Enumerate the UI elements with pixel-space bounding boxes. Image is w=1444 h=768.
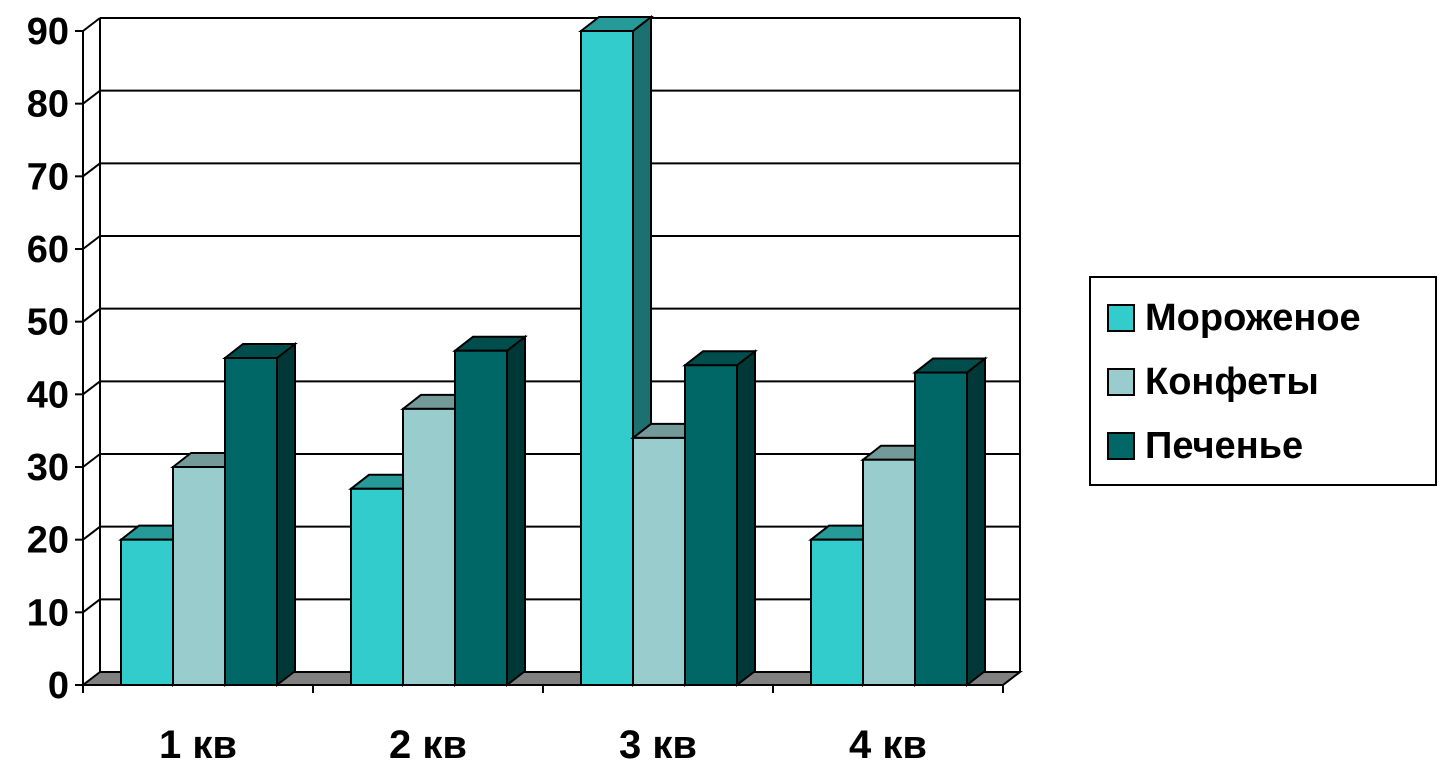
bar-front bbox=[862, 458, 916, 686]
gridline-side bbox=[82, 380, 101, 396]
gridline-side bbox=[82, 598, 101, 614]
bar bbox=[912, 356, 988, 688]
y-tick-label: 60 bbox=[27, 229, 69, 271]
legend-item-icecream: Мороженое bbox=[1107, 296, 1361, 339]
bar-front bbox=[580, 30, 634, 686]
legend-swatch-candy bbox=[1107, 368, 1135, 396]
legend-label-icecream: Мороженое bbox=[1145, 296, 1361, 339]
x-tick-label: 1 кв bbox=[159, 723, 237, 763]
legend-swatch-icecream bbox=[1107, 304, 1135, 332]
gridline-side bbox=[82, 525, 101, 541]
bars bbox=[118, 14, 988, 688]
y-tick-labels: 0 10 20 30 40 50 60 70 80 90 bbox=[27, 11, 69, 707]
gridline-side bbox=[82, 235, 101, 250]
y-tick-label: 50 bbox=[27, 302, 69, 344]
bar-front bbox=[172, 466, 226, 686]
gridline-side bbox=[82, 17, 101, 32]
legend-item-cookies: Печенье bbox=[1107, 424, 1304, 467]
bar-front bbox=[454, 349, 508, 686]
legend-label-cookies: Печенье bbox=[1145, 424, 1304, 467]
x-tick-label: 2 кв bbox=[389, 723, 467, 763]
y-tick-label: 40 bbox=[27, 374, 69, 416]
bar bbox=[222, 341, 298, 688]
gridline-side bbox=[82, 307, 101, 323]
bar bbox=[452, 334, 528, 688]
x-tick-label: 3 кв bbox=[619, 723, 697, 763]
bar-front bbox=[810, 538, 864, 687]
y-tick-label: 80 bbox=[27, 84, 69, 126]
bar-front bbox=[224, 357, 278, 686]
y-tick-label: 30 bbox=[27, 447, 69, 489]
bar-front bbox=[914, 371, 968, 686]
bar-front bbox=[350, 487, 404, 686]
gridline-side bbox=[82, 453, 101, 468]
y-tick-label: 90 bbox=[27, 11, 69, 53]
bar-front bbox=[402, 407, 456, 686]
bar-front bbox=[632, 436, 686, 686]
bar-side bbox=[506, 334, 526, 688]
legend: Мороженое Конфеты Печенье bbox=[1089, 276, 1437, 486]
bar-side bbox=[966, 356, 986, 688]
legend-swatch-cookies bbox=[1107, 432, 1135, 460]
x-tick-label: 4 кв bbox=[849, 723, 927, 763]
y-tick-label: 70 bbox=[27, 156, 69, 198]
gridline-side bbox=[82, 89, 101, 105]
bar-side bbox=[276, 341, 296, 688]
y-tick-label: 20 bbox=[27, 520, 69, 562]
y-tick-label: 0 bbox=[48, 665, 69, 707]
y-tick-label: 10 bbox=[27, 592, 69, 634]
bar-side bbox=[736, 349, 756, 688]
legend-label-candy: Конфеты bbox=[1145, 360, 1319, 403]
legend-item-candy: Конфеты bbox=[1107, 360, 1319, 403]
bar-front bbox=[120, 538, 174, 687]
bar-front bbox=[684, 364, 738, 686]
bar bbox=[682, 349, 758, 688]
gridline-side bbox=[82, 162, 101, 178]
x-tick-labels: 1 кв 2 кв 3 кв 4 кв bbox=[159, 723, 927, 767]
